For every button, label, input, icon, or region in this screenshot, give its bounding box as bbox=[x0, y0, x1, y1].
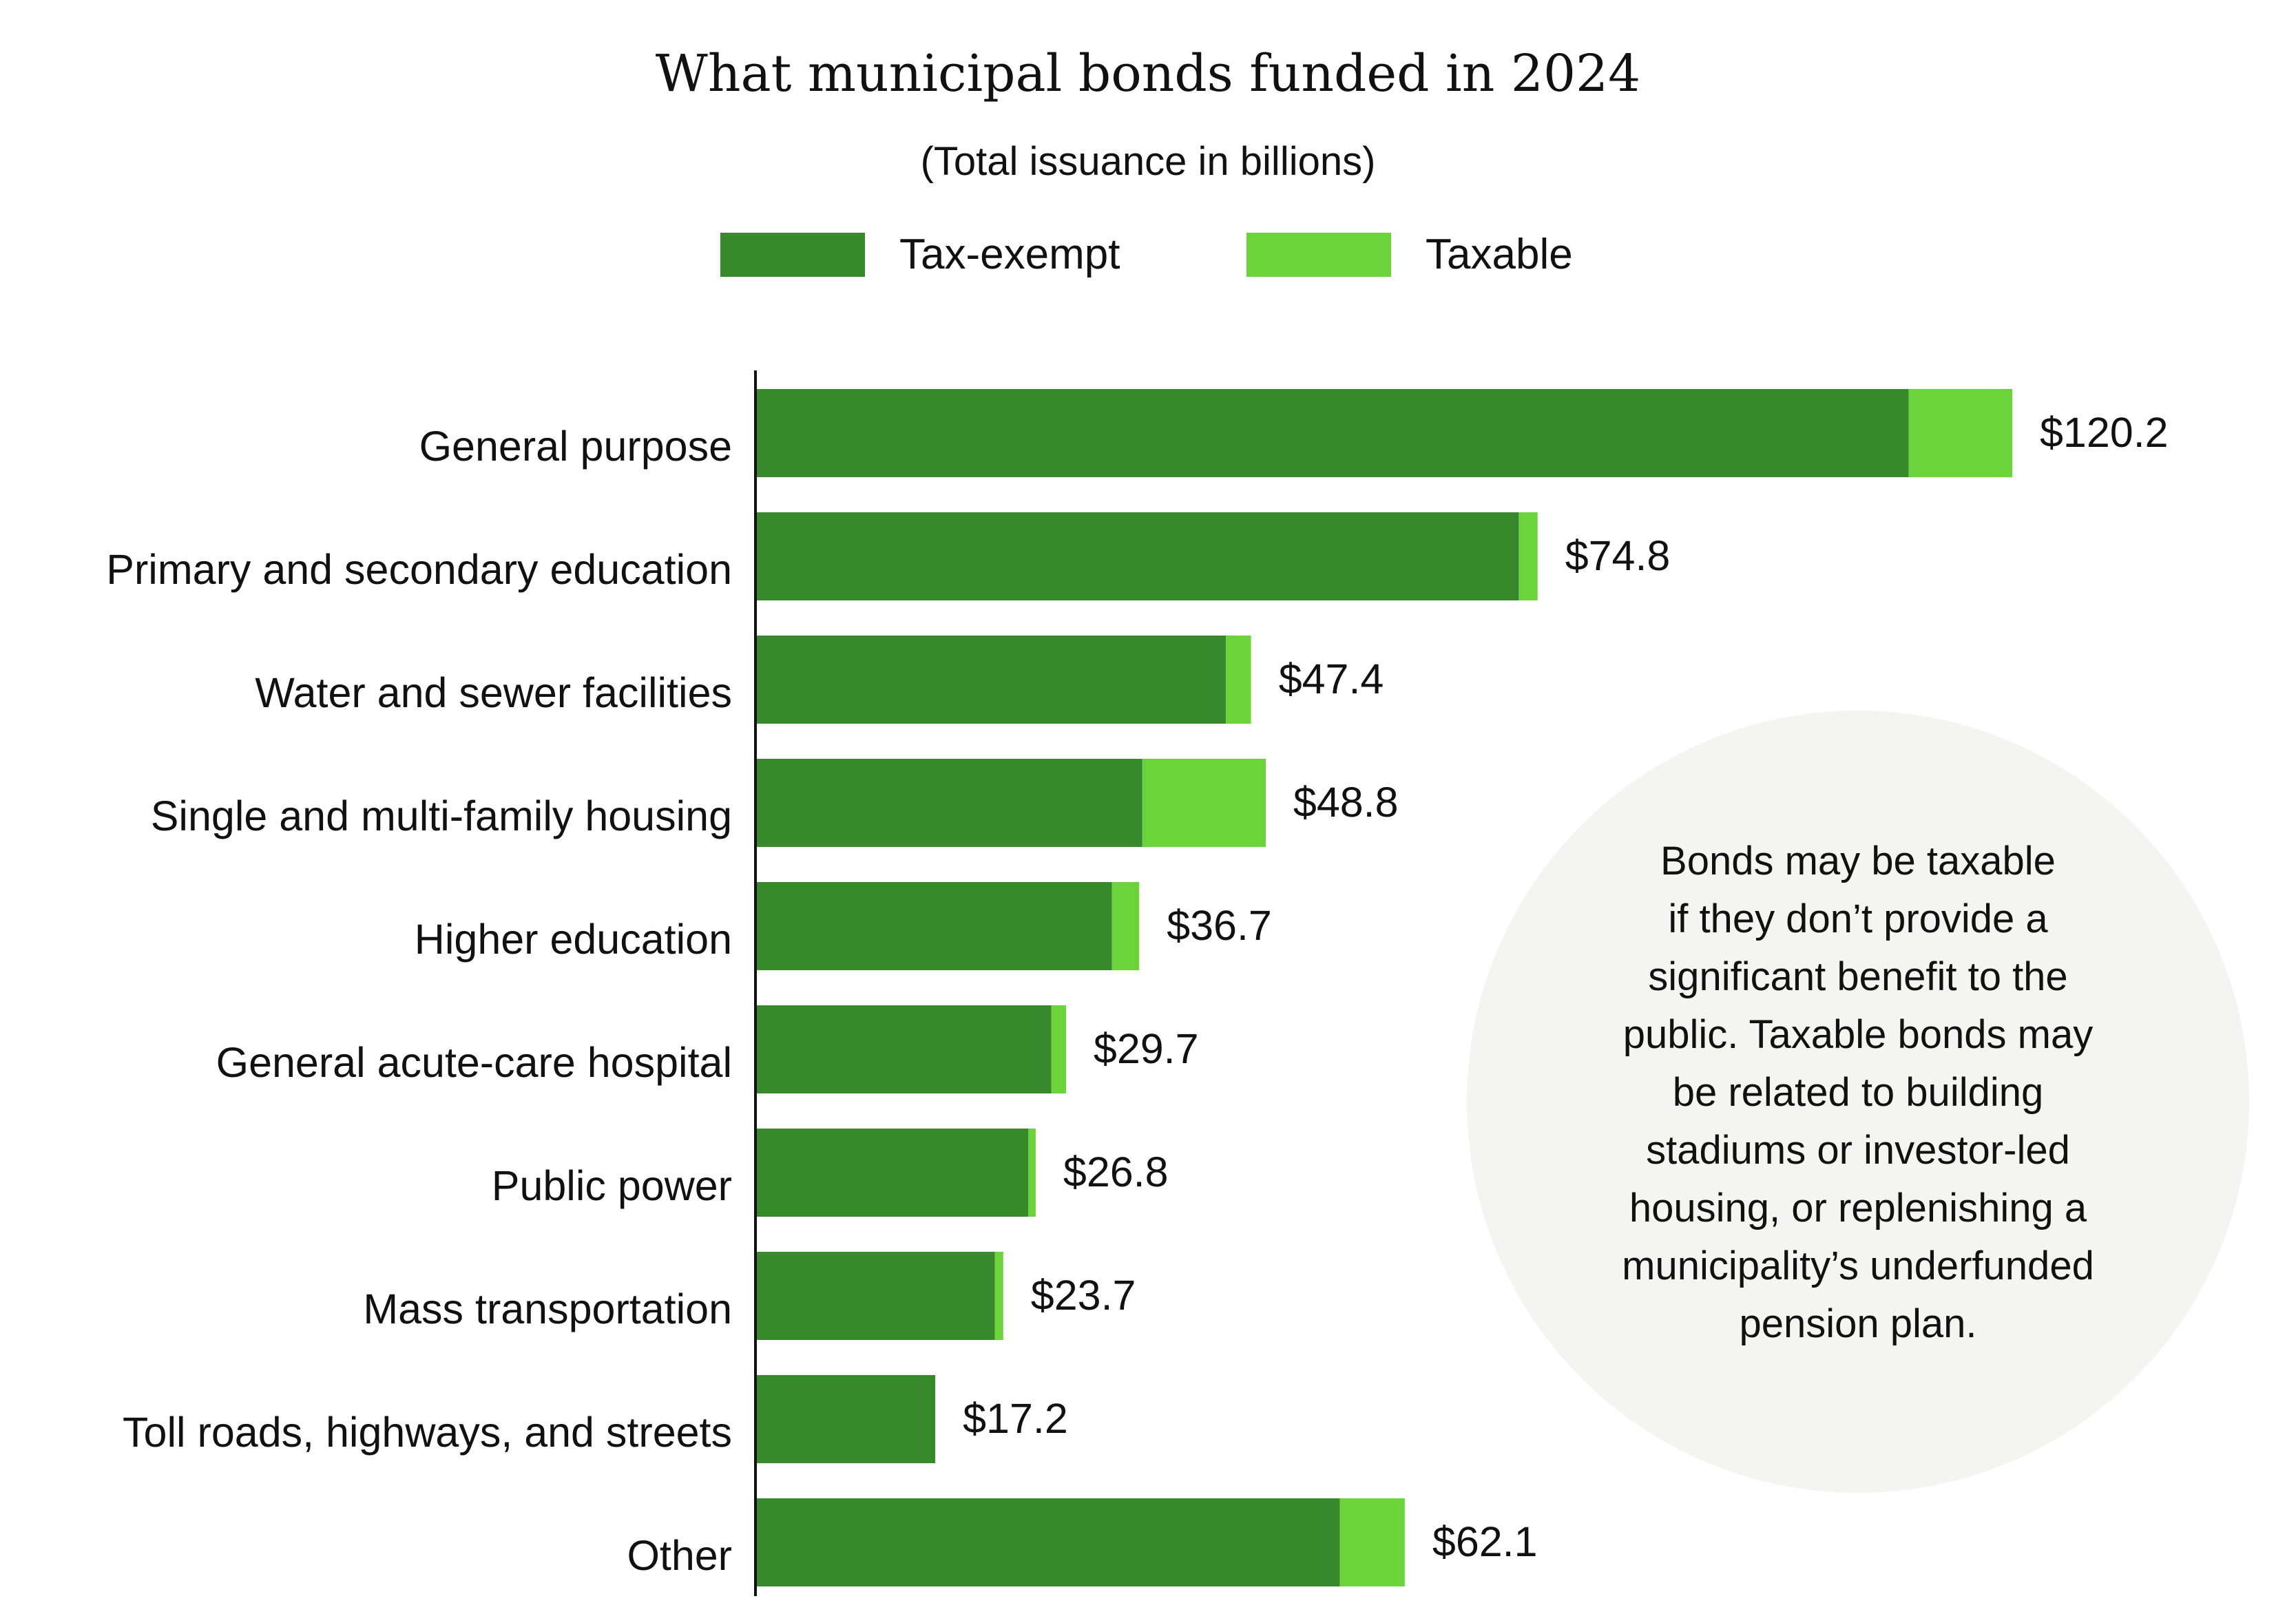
bar-taxable-water-and-sewer-facilities bbox=[1226, 636, 1251, 724]
annotation-circle bbox=[1467, 711, 2249, 1493]
bar-tax-exempt-general-purpose bbox=[755, 389, 1909, 477]
value-label-public-power: $26.8 bbox=[1063, 1149, 1169, 1195]
bar-tax-exempt-single-and-multi-family-housing bbox=[755, 759, 1142, 847]
annotation-line: public. Taxable bonds may bbox=[1623, 1012, 2093, 1057]
value-label-other: $62.1 bbox=[1432, 1518, 1538, 1565]
bar-taxable-other bbox=[1339, 1498, 1405, 1586]
category-label-general-purpose: General purpose bbox=[419, 423, 732, 470]
annotation-line: housing, or replenishing a bbox=[1629, 1186, 2087, 1230]
value-label-single-and-multi-family-housing: $48.8 bbox=[1293, 779, 1399, 826]
value-label-primary-and-secondary-education: $74.8 bbox=[1565, 532, 1671, 579]
category-label-single-and-multi-family-housing: Single and multi-family housing bbox=[151, 793, 732, 839]
category-label-primary-and-secondary-education: Primary and secondary education bbox=[106, 546, 732, 593]
bar-tax-exempt-water-and-sewer-facilities bbox=[755, 636, 1227, 724]
category-label-mass-transportation: Mass transportation bbox=[363, 1286, 732, 1332]
annotation-line: if they don’t provide a bbox=[1668, 897, 2048, 941]
bar-taxable-general-acute-care-hospital bbox=[1051, 1005, 1066, 1093]
legend: Tax-exempt Taxable bbox=[720, 231, 1573, 278]
annotation-line: municipality’s underfunded bbox=[1622, 1244, 2094, 1288]
bar-taxable-public-power bbox=[1028, 1129, 1036, 1217]
bar-tax-exempt-higher-education bbox=[755, 882, 1112, 970]
bar-tax-exempt-primary-and-secondary-education bbox=[755, 512, 1519, 600]
annotation-line: pension plan. bbox=[1739, 1301, 1976, 1346]
category-label-higher-education: Higher education bbox=[415, 916, 732, 963]
legend-swatch-taxable bbox=[1246, 233, 1391, 277]
value-label-water-and-sewer-facilities: $47.4 bbox=[1279, 656, 1384, 702]
annotation-line: be related to building bbox=[1673, 1070, 2044, 1115]
bar-taxable-single-and-multi-family-housing bbox=[1142, 759, 1266, 847]
annotation-line: Bonds may be taxable bbox=[1660, 839, 2056, 883]
value-label-general-purpose: $120.2 bbox=[2040, 409, 2169, 456]
legend-label-tax-exempt: Tax-exempt bbox=[899, 231, 1120, 278]
bar-taxable-general-purpose bbox=[1908, 389, 2012, 477]
bar-tax-exempt-public-power bbox=[755, 1129, 1029, 1217]
category-label-other: Other bbox=[627, 1532, 732, 1579]
chart-title: What municipal bonds funded in 2024 bbox=[656, 44, 1640, 103]
value-label-toll-roads-highways-and-streets: $17.2 bbox=[963, 1395, 1068, 1442]
bars-group bbox=[755, 389, 2012, 1586]
value-label-general-acute-care-hospital: $29.7 bbox=[1094, 1025, 1199, 1072]
bar-taxable-primary-and-secondary-education bbox=[1519, 512, 1538, 600]
labels-group: General purpose $120.2 Primary and seconda… bbox=[106, 409, 2168, 1579]
bar-tax-exempt-mass-transportation bbox=[755, 1252, 995, 1340]
bar-tax-exempt-other bbox=[755, 1498, 1340, 1586]
annotation-line: stadiums or investor-led bbox=[1646, 1128, 2070, 1173]
category-label-public-power: Public power bbox=[492, 1162, 732, 1209]
chart-subtitle: (Total issuance in billions) bbox=[921, 139, 1376, 184]
bar-taxable-mass-transportation bbox=[994, 1252, 1003, 1340]
annotation-note: Bonds may be taxable if they don’t provid… bbox=[1467, 711, 2249, 1493]
legend-label-taxable: Taxable bbox=[1426, 231, 1573, 278]
category-label-general-acute-care-hospital: General acute-care hospital bbox=[216, 1039, 732, 1086]
value-label-mass-transportation: $23.7 bbox=[1031, 1272, 1136, 1319]
bar-tax-exempt-toll-roads-highways-and-streets bbox=[755, 1375, 936, 1463]
category-label-water-and-sewer-facilities: Water and sewer facilities bbox=[255, 669, 732, 716]
category-label-toll-roads-highways-and-streets: Toll roads, highways, and streets bbox=[123, 1409, 732, 1456]
value-label-higher-education: $36.7 bbox=[1167, 902, 1272, 949]
legend-swatch-tax-exempt bbox=[720, 233, 865, 277]
annotation-line: significant benefit to the bbox=[1648, 954, 2067, 999]
bar-taxable-higher-education bbox=[1112, 882, 1140, 970]
bar-tax-exempt-general-acute-care-hospital bbox=[755, 1005, 1052, 1093]
